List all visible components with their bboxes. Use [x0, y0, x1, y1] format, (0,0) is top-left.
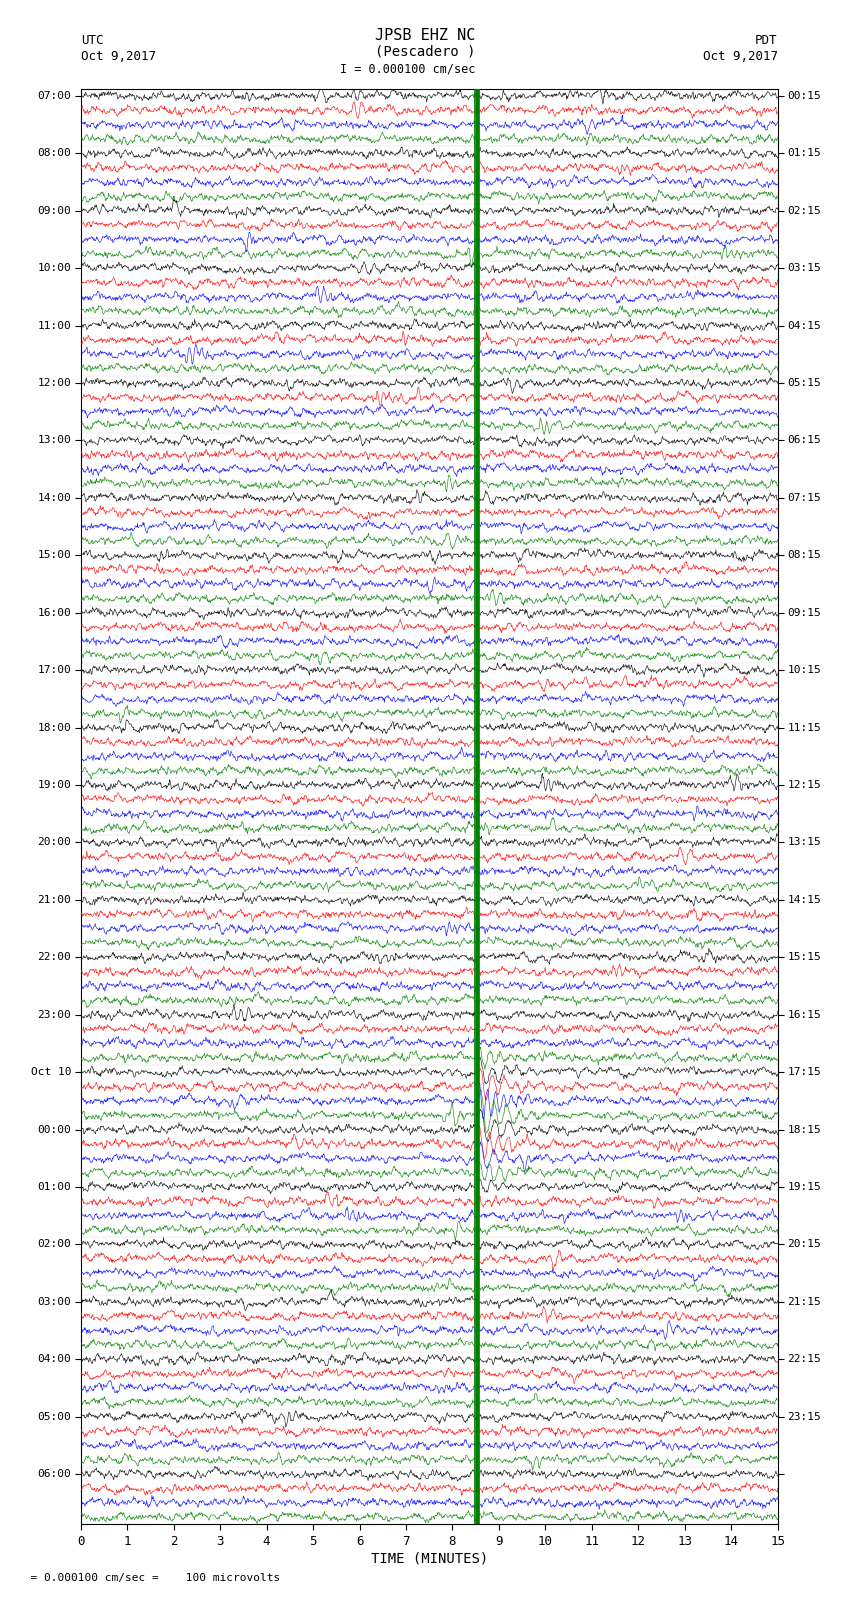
- Text: JPSB EHZ NC: JPSB EHZ NC: [375, 27, 475, 44]
- Text: UTC: UTC: [81, 34, 103, 47]
- X-axis label: TIME (MINUTES): TIME (MINUTES): [371, 1552, 488, 1566]
- Text: I = 0.000100 cm/sec: I = 0.000100 cm/sec: [340, 63, 476, 76]
- Bar: [474, 89, 480, 1524]
- Text: Oct 9,2017: Oct 9,2017: [81, 50, 156, 63]
- Text: Oct 9,2017: Oct 9,2017: [703, 50, 778, 63]
- Bar: [476, 89, 479, 1524]
- Text: = 0.000100 cm/sec =    100 microvolts: = 0.000100 cm/sec = 100 microvolts: [17, 1573, 280, 1582]
- Text: PDT: PDT: [756, 34, 778, 47]
- Text: (Pescadero ): (Pescadero ): [375, 45, 475, 58]
